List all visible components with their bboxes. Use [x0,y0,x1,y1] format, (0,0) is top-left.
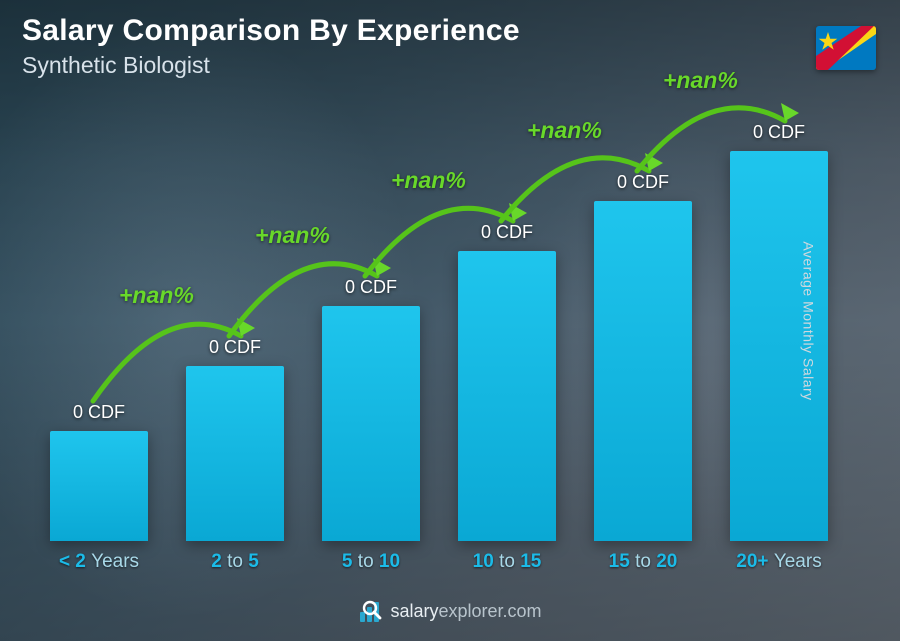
y-axis-label: Average Monthly Salary [800,241,816,400]
bar: 0 CDF2 to 5 [186,366,284,541]
bar-unit: 0 CDF5 to 10 [322,306,420,541]
bar-x-label: 5 to 10 [342,551,400,573]
jump-percent-label: +nan% [119,282,194,309]
bar: 0 CDF< 2 Years [50,431,148,541]
chart-header: Salary Comparison By Experience Syntheti… [22,14,878,79]
bar-value-label: 0 CDF [73,402,125,423]
bar-value-label: 0 CDF [617,172,669,193]
bar-unit: 0 CDF10 to 15 [458,251,556,541]
bar: 0 CDF10 to 15 [458,251,556,541]
bar-x-label: 2 to 5 [211,551,259,573]
bar-unit: 0 CDF2 to 5 [186,366,284,541]
brand-logo: salaryexplorer.com [358,598,541,624]
bar: 0 CDF5 to 10 [322,306,420,541]
bar-unit: 0 CDF15 to 20 [594,201,692,541]
chart-subtitle: Synthetic Biologist [22,52,878,79]
brand-suffix: .com [503,601,542,621]
bar-x-label: < 2 Years [59,551,139,573]
jump-percent-label: +nan% [663,67,738,94]
drc-flag-icon [816,26,876,70]
bar-value-label: 0 CDF [753,122,805,143]
footer: salaryexplorer.com [0,598,900,629]
brand-logo-icon [358,598,386,624]
bar-x-label: 10 to 15 [473,551,542,573]
bar-value-label: 0 CDF [209,337,261,358]
jump-percent-label: +nan% [255,222,330,249]
bars-container: 0 CDF< 2 Years 0 CDF2 to 5 0 CDF5 to 10 0 C… [40,120,840,541]
bar-value-label: 0 CDF [345,277,397,298]
bar-value-label: 0 CDF [481,222,533,243]
bar-unit: 0 CDF< 2 Years [50,431,148,541]
bar-x-label: 20+ Years [736,551,821,573]
brand-light: explorer [438,601,502,621]
brand-text: salaryexplorer.com [390,601,541,622]
bar-x-label: 15 to 20 [609,551,678,573]
chart-area: 0 CDF< 2 Years0 CDF2 to 50 CDF5 to 100 C… [40,120,840,571]
bar: 0 CDF15 to 20 [594,201,692,541]
jump-percent-label: +nan% [527,117,602,144]
brand-strong: salary [390,601,438,621]
chart-title: Salary Comparison By Experience [22,14,878,48]
jump-percent-label: +nan% [391,167,466,194]
